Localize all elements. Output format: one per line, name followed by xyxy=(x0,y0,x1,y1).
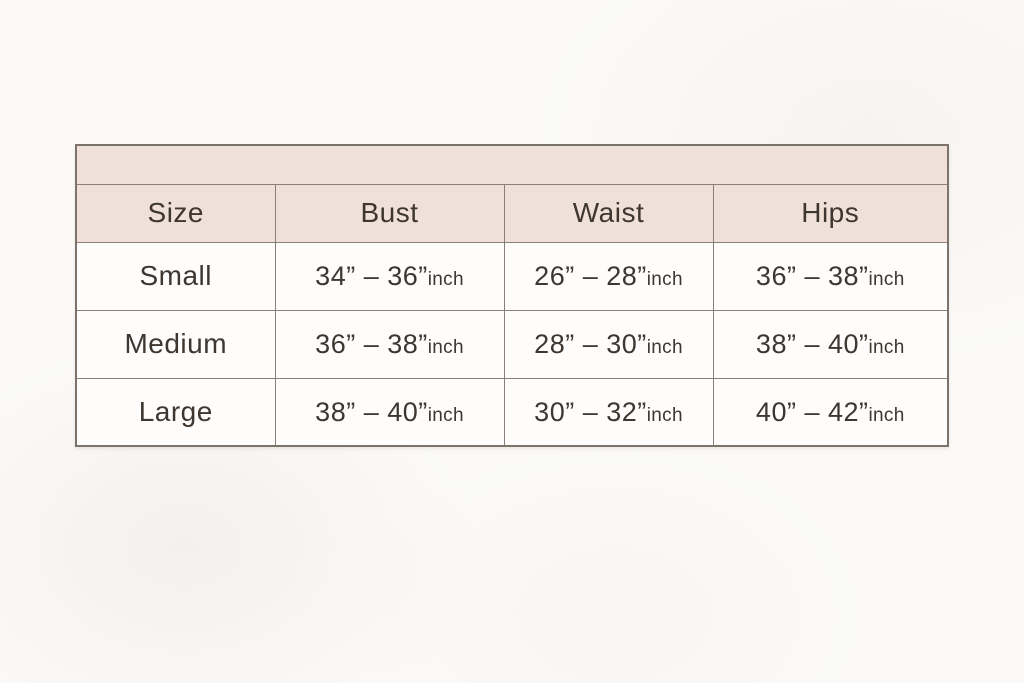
size-label-medium: Medium xyxy=(75,309,276,379)
bust-value-large: 38” – 40”inch xyxy=(274,377,505,447)
waist-value-medium: 28” – 30”inch xyxy=(503,309,714,379)
measurement-unit: inch xyxy=(868,269,905,290)
table-row-small: Small 34” – 36”inch 26” – 28”inch 36” – … xyxy=(75,241,949,311)
title-band-cell xyxy=(75,144,949,185)
measurement-unit: inch xyxy=(427,404,464,426)
measurement-unit: inch xyxy=(646,337,683,358)
measurement-range: 40” – 42” xyxy=(755,396,869,427)
measurement-range: 28” – 30” xyxy=(534,329,647,359)
measurement-unit: inch xyxy=(868,337,905,358)
measurement-range: 38” – 40” xyxy=(755,329,869,359)
measurement-range: 36” – 38” xyxy=(315,329,428,359)
size-label-large: Large xyxy=(75,377,276,447)
hips-value-large: 40” – 42”inch xyxy=(712,377,949,447)
table-row-medium: Medium 36” – 38”inch 28” – 30”inch 38” –… xyxy=(75,309,949,379)
measurement-unit: inch xyxy=(868,404,905,426)
bust-value-medium: 36” – 38”inch xyxy=(274,309,505,379)
measurement-unit: inch xyxy=(646,404,683,426)
header-cell-size: Size xyxy=(75,183,276,243)
hips-value-small: 36” – 38”inch xyxy=(712,241,949,311)
measurement-range: 30” – 32” xyxy=(534,396,647,427)
measurement-unit: inch xyxy=(427,269,464,290)
header-cell-waist: Waist xyxy=(503,183,714,243)
table-header-row: Size Bust Waist Hips xyxy=(75,183,949,243)
header-cell-bust: Bust xyxy=(274,183,505,243)
bust-value-small: 34” – 36”inch xyxy=(274,241,505,311)
measurement-unit: inch xyxy=(427,337,464,358)
size-label-small: Small xyxy=(75,241,276,311)
measurement-range: 34” – 36” xyxy=(315,261,428,291)
measurement-range: 38” – 40” xyxy=(315,396,428,427)
measurement-unit: inch xyxy=(646,269,683,290)
size-chart-table: Size Bust Waist Hips Small 34” – 36”inch… xyxy=(75,144,949,447)
table-row-large: Large 38” – 40”inch 30” – 32”inch 40” – … xyxy=(75,377,949,447)
hips-value-medium: 38” – 40”inch xyxy=(712,309,949,379)
table-title-band xyxy=(75,144,949,185)
measurement-range: 36” – 38” xyxy=(755,261,869,291)
waist-value-small: 26” – 28”inch xyxy=(503,241,714,311)
header-cell-hips: Hips xyxy=(712,183,949,243)
measurement-range: 26” – 28” xyxy=(534,261,647,291)
waist-value-large: 30” – 32”inch xyxy=(503,377,714,447)
